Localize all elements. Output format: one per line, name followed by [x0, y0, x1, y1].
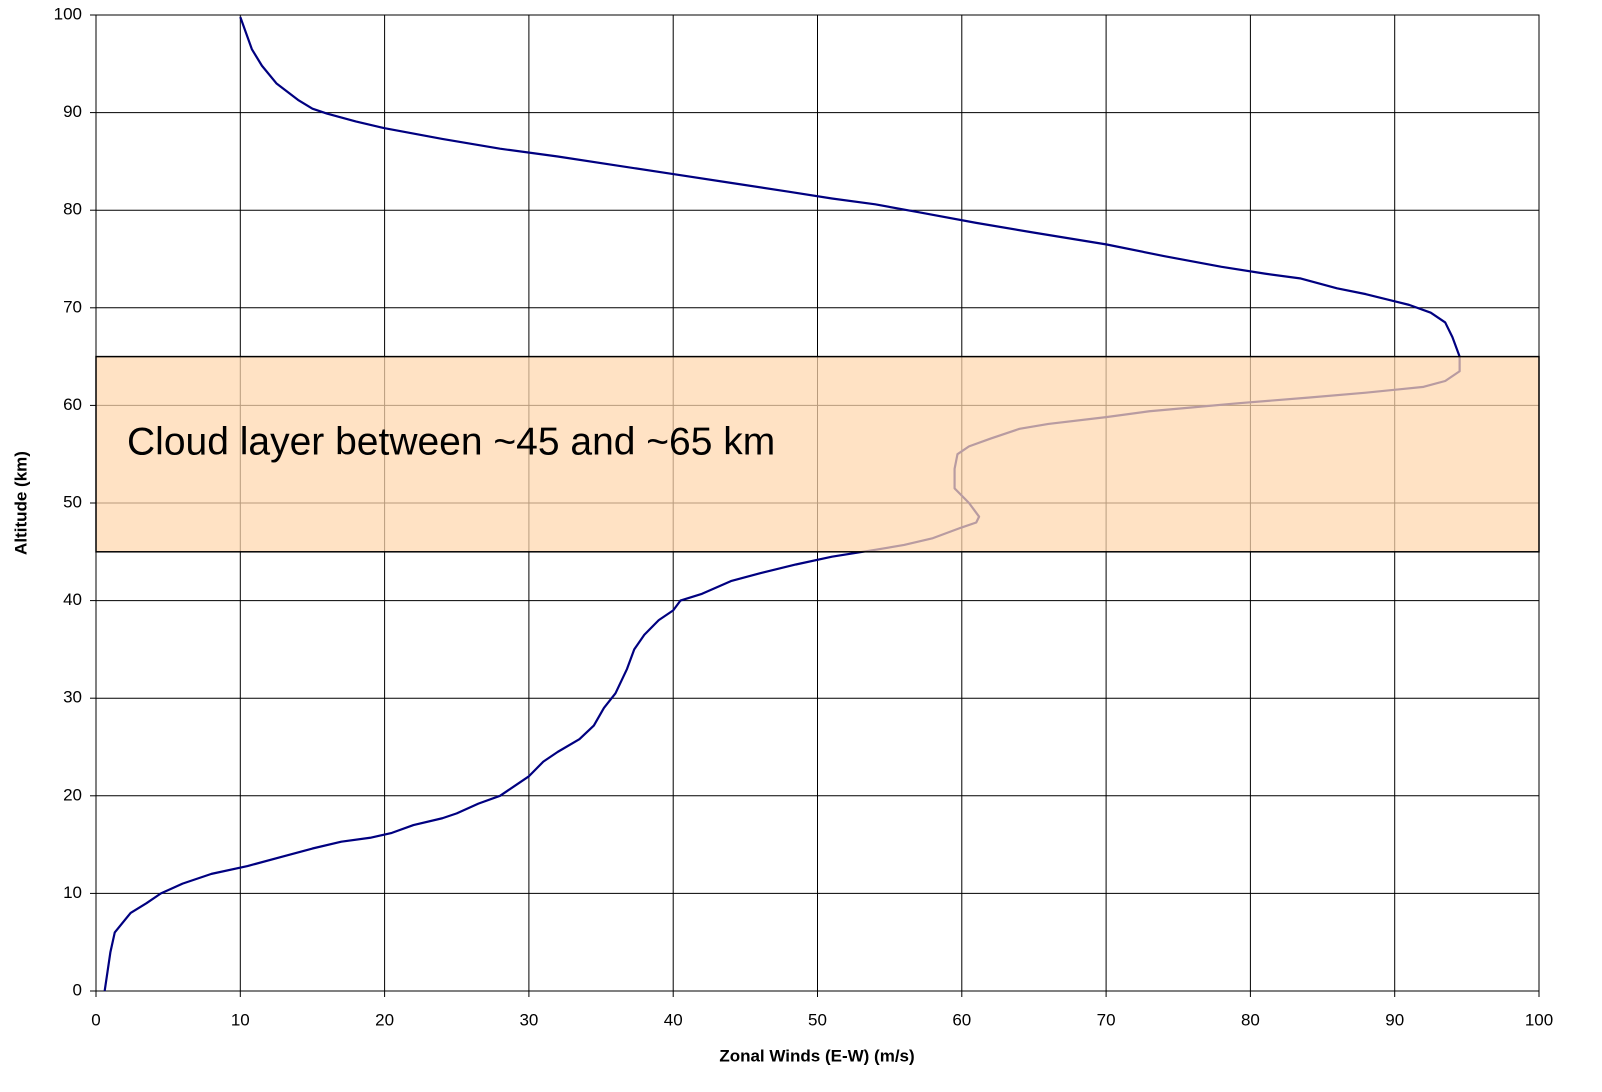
x-tick-label: 10	[231, 1010, 250, 1029]
x-tick-label: 20	[375, 1010, 394, 1029]
x-tick-label: 90	[1385, 1010, 1404, 1029]
y-tick-label: 90	[63, 102, 82, 121]
x-tick-label: 60	[952, 1010, 971, 1029]
x-axis-label: Zonal Winds (E-W) (m/s)	[719, 1046, 914, 1065]
x-tick-label: 0	[91, 1010, 100, 1029]
x-tick-label: 70	[1097, 1010, 1116, 1029]
y-tick-label: 40	[63, 590, 82, 609]
x-tick-label: 30	[519, 1010, 538, 1029]
cloud-band	[95, 355, 1540, 553]
x-tick-label: 50	[808, 1010, 827, 1029]
y-tick-label: 70	[63, 297, 82, 316]
y-tick-label: 50	[63, 492, 82, 511]
y-tick-label: 100	[54, 4, 82, 23]
x-tick-label: 40	[664, 1010, 683, 1029]
y-tick-label: 10	[63, 883, 82, 902]
y-tick-label: 30	[63, 688, 82, 707]
y-tick-label: 20	[63, 785, 82, 804]
y-axis-label: Altitude (km)	[11, 451, 30, 555]
x-tick-label: 80	[1241, 1010, 1260, 1029]
band-annotation: Cloud layer between ~45 and ~65 km	[127, 420, 775, 463]
x-tick-label: 100	[1525, 1010, 1553, 1029]
y-tick-label: 60	[63, 395, 82, 414]
y-tick-label: 80	[63, 200, 82, 219]
y-tick-label: 0	[73, 980, 82, 999]
